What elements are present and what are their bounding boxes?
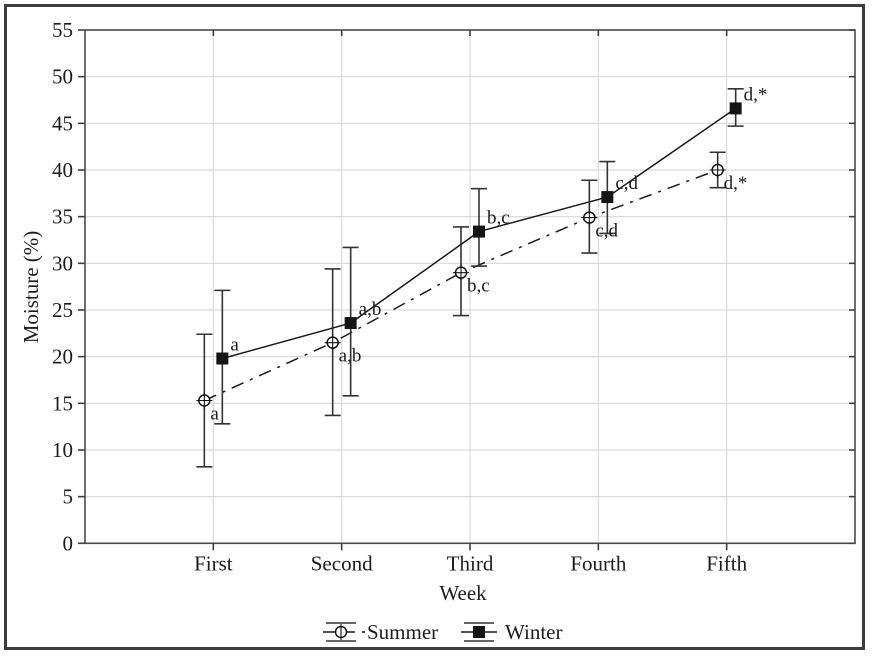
x-tick-label: Fifth xyxy=(706,551,747,575)
grid-layer xyxy=(86,31,854,543)
legend-label-winter: Winter xyxy=(505,620,562,644)
y-tick-label: 35 xyxy=(52,205,73,229)
point-label: a xyxy=(230,335,239,356)
y-axis-title: Moisture (%) xyxy=(19,231,43,344)
y-tick-label: 45 xyxy=(52,111,73,135)
y-tick-label: 10 xyxy=(52,438,73,462)
marker-filled-square xyxy=(729,102,742,115)
marker-filled-square xyxy=(473,225,485,238)
legend-item-winter: Winter xyxy=(461,620,562,644)
x-tick-label: First xyxy=(194,551,233,575)
y-tick-label: 40 xyxy=(52,158,73,182)
y-tick-label: 25 xyxy=(52,298,73,322)
marker-open-circle xyxy=(581,209,598,226)
point-label: a,b xyxy=(359,299,382,320)
x-tick-label: Second xyxy=(311,551,373,575)
legend-label-summer: Summer xyxy=(367,620,438,644)
legend-marker-filled-square xyxy=(473,626,485,638)
frame-layer: 0 5 10 15 20 25 30 35 40 45 50 55 First Second Third Fo… xyxy=(52,18,856,575)
point-label: c,d xyxy=(595,221,618,242)
marker-open-circle xyxy=(453,264,469,281)
data-layer xyxy=(196,87,744,468)
x-tick-label: Third xyxy=(447,551,494,575)
marker-open-circle xyxy=(709,161,726,178)
y-tick-label: 55 xyxy=(52,18,73,42)
legend-item-summer: Summer xyxy=(323,620,438,644)
point-label: a,b xyxy=(339,346,362,367)
point-label: b,c xyxy=(467,276,490,297)
y-tick-label: 30 xyxy=(52,251,73,275)
y-tick-label: 20 xyxy=(52,345,73,369)
legend: Summer Winter xyxy=(323,620,562,644)
x-axis-title: Week xyxy=(439,581,487,605)
point-label: c,d xyxy=(615,173,638,194)
marker-filled-square xyxy=(344,317,357,330)
series-line-summer xyxy=(204,169,718,402)
y-tick-label: 50 xyxy=(52,65,73,89)
marker-filled-square xyxy=(601,191,614,204)
marker-filled-square xyxy=(216,352,229,365)
marker-open-circle xyxy=(196,392,213,409)
label-layer: a a,b b,c c,d d,* a a,b b,c c,d d,* xyxy=(210,84,767,424)
x-tick-label: Fourth xyxy=(570,551,627,575)
point-label: d,* xyxy=(744,84,768,105)
point-label: b,c xyxy=(487,208,510,229)
y-tick-label: 5 xyxy=(63,485,74,509)
marker-open-circle xyxy=(324,334,341,351)
point-label: d,* xyxy=(724,173,748,194)
point-label: a xyxy=(210,404,219,425)
y-tick-label: 0 xyxy=(63,531,74,555)
y-tick-label: 15 xyxy=(52,391,73,415)
